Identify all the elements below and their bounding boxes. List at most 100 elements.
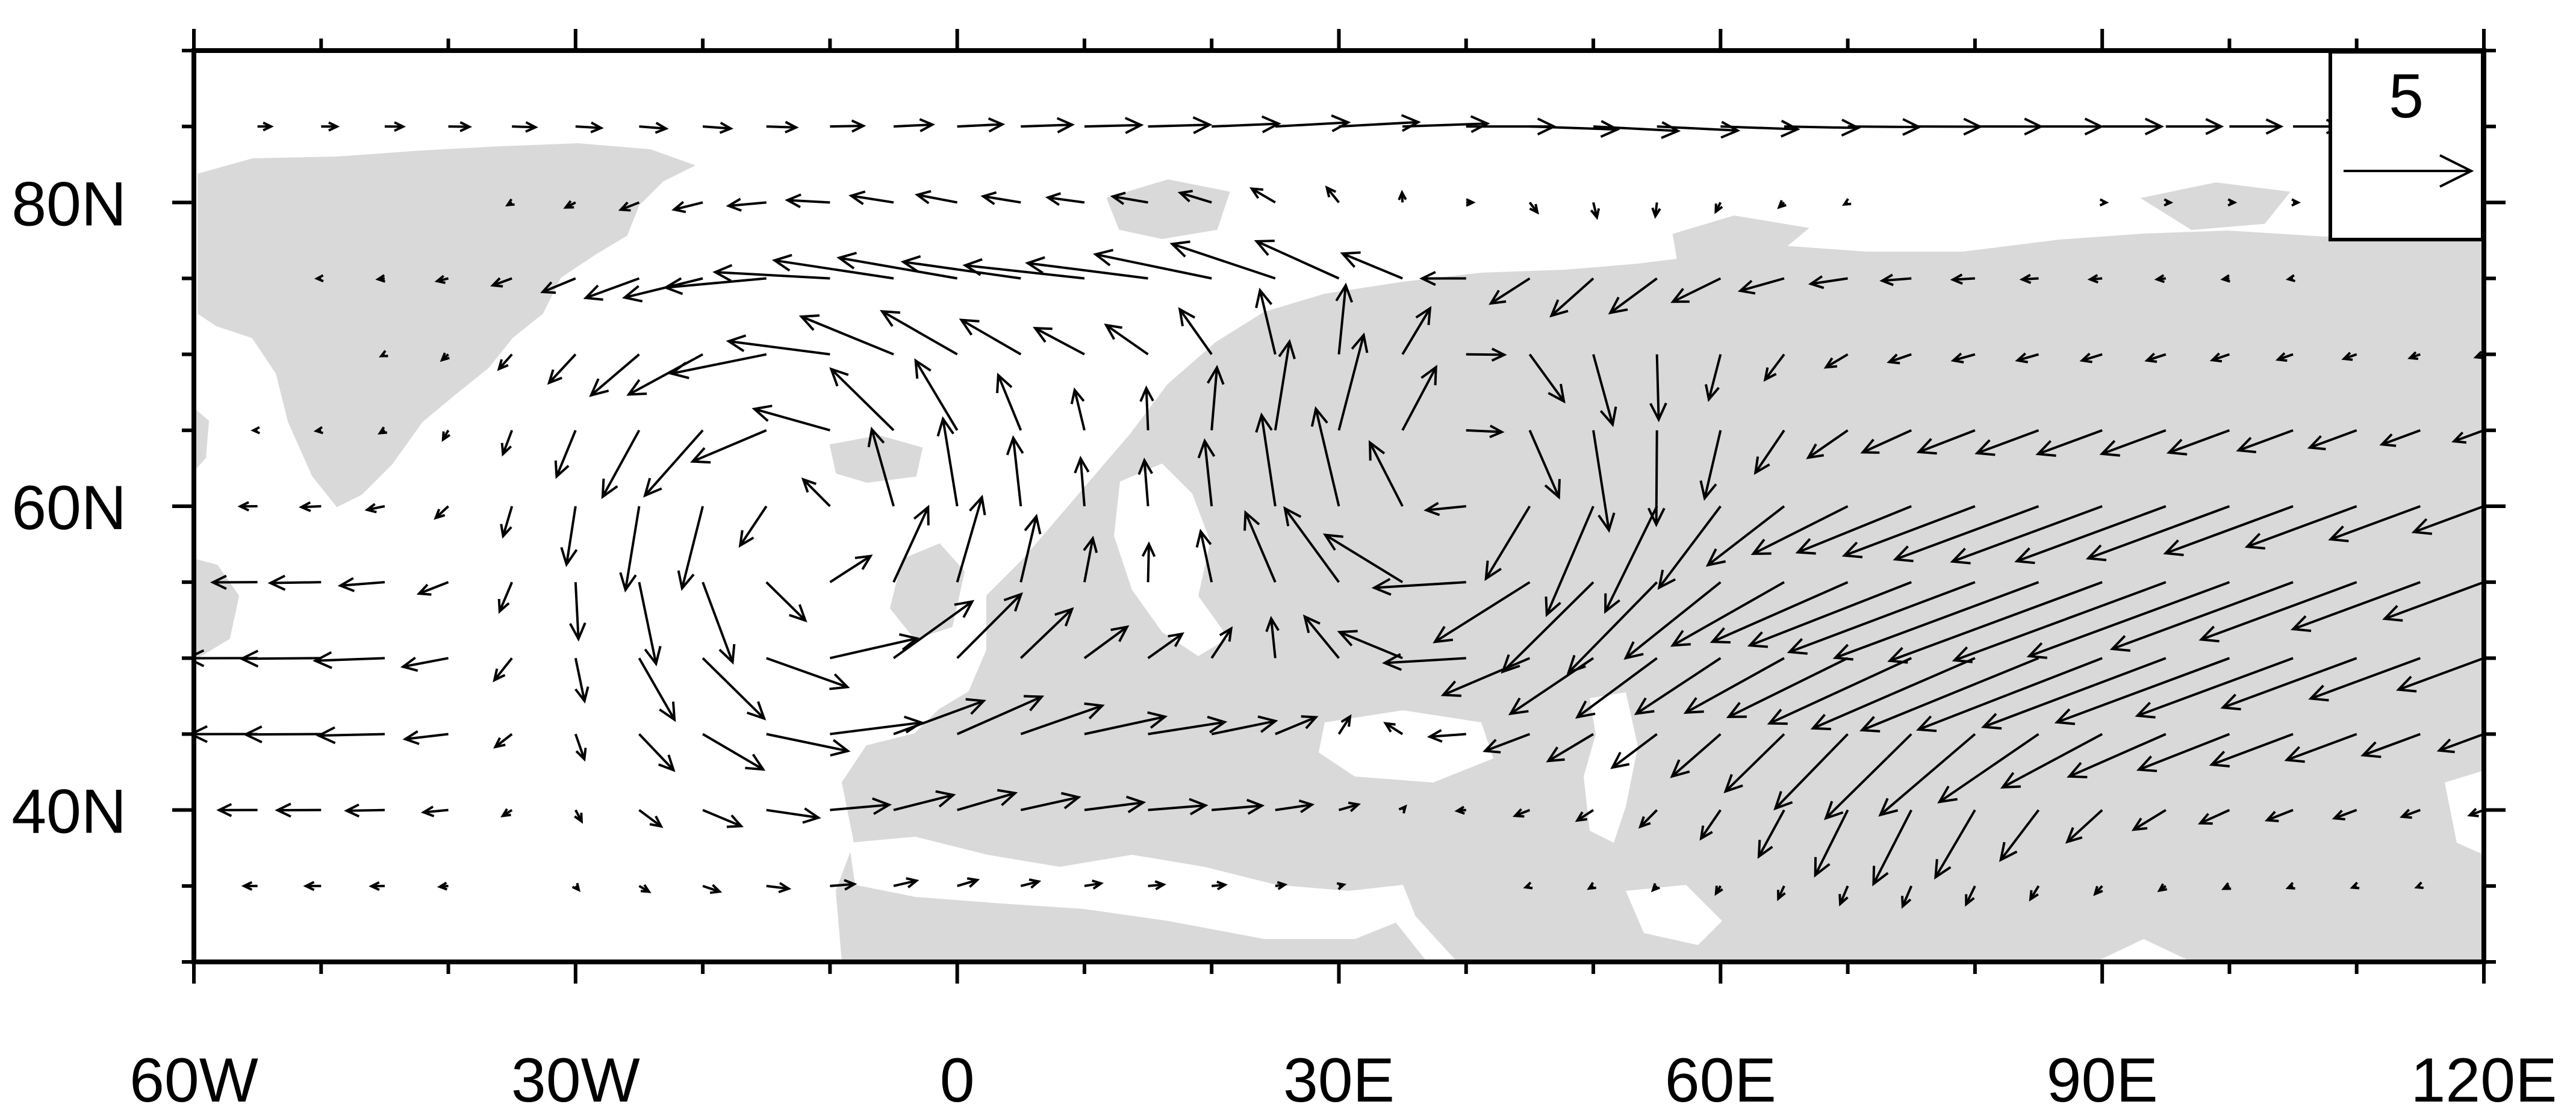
wind-vector [1566, 581, 1658, 675]
wind-vector [1787, 581, 1976, 655]
wind-vector [2451, 429, 2484, 444]
wind-vector [2099, 429, 2167, 457]
wind-vector [1033, 327, 1085, 356]
wind-vector [1523, 881, 1533, 890]
wind-vector [497, 353, 513, 371]
wind-vector [785, 193, 830, 208]
wind-vector [2198, 581, 2357, 643]
wind-vector [2197, 808, 2230, 825]
wind-vector [1714, 885, 1723, 896]
wind-vector [1466, 198, 1476, 207]
wind-vector [1887, 353, 1912, 365]
wind-vector [1638, 809, 1658, 829]
wind-vector [440, 352, 450, 362]
wind-vector [1649, 354, 1667, 423]
wind-vector [441, 429, 451, 442]
wind-vector [1634, 657, 1722, 715]
wind-vector [830, 119, 866, 133]
wind-vector [1587, 882, 1596, 890]
wind-vector [574, 657, 590, 704]
wind-vector [1275, 881, 1288, 890]
wind-vector [2407, 351, 2421, 361]
wind-vector [957, 877, 980, 888]
wind-vector [379, 350, 388, 358]
wind-vector [726, 334, 830, 356]
wind-vector [677, 506, 705, 591]
wind-vector [1838, 885, 1849, 907]
wind-vector [2414, 881, 2424, 890]
wind-vector [2164, 198, 2174, 207]
wind-vector [1383, 722, 1404, 736]
wind-vector [1302, 614, 1340, 659]
wind-vector [1454, 805, 1466, 815]
wind-vector [702, 122, 734, 134]
wind-vector [2285, 274, 2296, 282]
wind-vector [2332, 808, 2357, 821]
wind-vectors [194, 114, 2484, 909]
wind-vector [1623, 581, 1722, 660]
wind-vector [1482, 733, 1531, 754]
wind-vector [2014, 505, 2167, 565]
wind-vector [1019, 607, 1074, 659]
wind-vector [314, 274, 324, 283]
wind-vector [829, 633, 920, 660]
wind-vector [2163, 505, 2294, 556]
wind-vector [962, 258, 1085, 280]
wind-vector [848, 190, 894, 205]
wind-vector [2154, 274, 2167, 284]
wind-vector [1419, 271, 1466, 287]
wind-vector [303, 881, 322, 891]
wind-vector [2308, 657, 2421, 702]
wind-vector [1750, 505, 1849, 556]
north-america-west-landmass [194, 408, 210, 471]
wind-vector [1402, 115, 1490, 134]
wind-vector [2291, 198, 2301, 207]
wind-vector [1141, 541, 1156, 583]
wind-vector [1699, 430, 1722, 501]
wind-vector [1148, 715, 1228, 736]
wind-vector [2227, 198, 2238, 207]
north-america-edge-landmass [194, 558, 240, 657]
wind-vector [1604, 506, 1658, 614]
wind-vector [344, 803, 385, 818]
wind-vector [1325, 185, 1340, 203]
wind-vector [1398, 804, 1407, 814]
wind-vector [560, 506, 578, 568]
wind-vector [751, 405, 830, 432]
wind-vector [702, 657, 767, 721]
wind-vector [2284, 733, 2357, 763]
wind-vector [2157, 883, 2168, 893]
wind-vector [2085, 505, 2230, 562]
wind-vector [500, 506, 514, 539]
wind-vector [1084, 879, 1104, 890]
wind-vector [569, 582, 586, 642]
greenland-landmass [198, 143, 696, 507]
wind-vector [1512, 808, 1531, 818]
wind-vector [900, 255, 1021, 280]
wind-vector [1705, 354, 1722, 402]
wind-vector [1084, 711, 1168, 736]
wind-vector [1878, 733, 1976, 817]
wind-vector [364, 503, 385, 513]
wind-vector [2396, 657, 2484, 693]
wind-vector [1657, 120, 1741, 139]
wind-vector [893, 790, 956, 811]
wind-vector [1265, 616, 1280, 659]
wind-vector [830, 797, 892, 815]
wind-vector [1776, 885, 1786, 902]
wind-vector [702, 808, 744, 828]
wind-vector [2000, 733, 2103, 789]
wind-vector [1650, 882, 1660, 893]
wind-vector [1747, 581, 1912, 648]
wind-vector [1710, 581, 1849, 644]
land-masses [194, 143, 2484, 962]
wind-vector [662, 277, 767, 296]
wind-vector [1592, 354, 1617, 427]
wind-vector [1528, 202, 1539, 215]
wind-vector [1608, 277, 1658, 315]
wind-vector [2209, 733, 2294, 767]
wind-vector [1784, 119, 1861, 137]
wind-vector [1489, 277, 1531, 305]
wind-vector [1339, 114, 1421, 132]
